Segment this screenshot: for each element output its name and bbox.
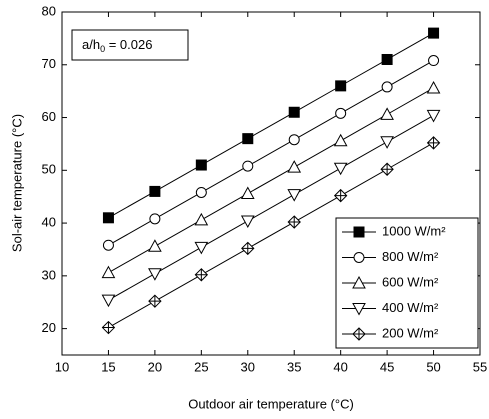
x-tick-label: 55 (473, 359, 487, 374)
marker (426, 80, 441, 94)
marker (242, 160, 254, 172)
legend-marker (352, 303, 366, 316)
legend-marker (353, 226, 365, 238)
y-tick-label: 50 (42, 162, 56, 177)
legend-label: 600 W/m² (382, 274, 439, 289)
marker (426, 109, 441, 123)
marker (102, 212, 114, 224)
y-tick-label: 60 (42, 109, 56, 124)
marker (194, 268, 209, 282)
x-tick-label: 15 (101, 359, 115, 374)
legend-label: 200 W/m² (382, 325, 439, 340)
series-line (108, 114, 434, 301)
x-tick-label: 50 (426, 359, 440, 374)
marker (194, 212, 209, 226)
y-tick-label: 40 (42, 215, 56, 230)
x-axis-label: Outdoor air temperature (°C) (188, 396, 354, 411)
marker (335, 107, 347, 119)
marker (101, 294, 116, 308)
legend-marker (353, 252, 365, 263)
marker (149, 185, 161, 197)
legend-marker (352, 327, 366, 341)
marker (287, 215, 301, 229)
plot-frame (61, 11, 481, 356)
marker (335, 80, 347, 92)
annotation: a/h0 = 0.026 (82, 37, 152, 54)
marker (380, 162, 394, 176)
y-tick-label: 20 (42, 320, 56, 335)
marker (380, 136, 394, 149)
marker (287, 189, 302, 202)
x-tick-label: 40 (333, 359, 347, 374)
marker (195, 186, 207, 198)
marker (428, 55, 440, 67)
marker (102, 239, 114, 251)
marker (426, 136, 441, 150)
series-line (108, 142, 434, 328)
marker (288, 134, 300, 146)
marker (149, 213, 161, 225)
marker (195, 159, 207, 171)
series-line (108, 32, 434, 219)
marker (381, 53, 393, 65)
y-tick-label: 80 (42, 3, 56, 18)
x-tick-label: 25 (194, 359, 208, 374)
x-tick-label: 30 (241, 359, 255, 374)
marker (148, 239, 162, 252)
marker (428, 27, 440, 39)
marker (380, 107, 394, 120)
marker (333, 188, 348, 203)
x-tick-label: 45 (380, 359, 394, 374)
marker (148, 268, 162, 281)
marker (381, 81, 393, 93)
series-line (108, 60, 434, 246)
x-tick-label: 10 (55, 359, 69, 374)
legend-label: 1000 W/m² (382, 223, 446, 238)
annotation-box (71, 29, 189, 61)
marker (333, 162, 348, 176)
y-tick-label: 30 (42, 267, 56, 282)
marker (148, 294, 162, 308)
legend-label: 400 W/m² (382, 300, 439, 315)
marker (288, 106, 300, 118)
y-tick-label: 70 (42, 56, 56, 71)
marker (194, 241, 209, 255)
marker (242, 133, 254, 145)
marker (240, 186, 255, 200)
marker (287, 160, 302, 173)
marker (241, 241, 255, 256)
marker (101, 320, 116, 335)
x-tick-label: 20 (148, 359, 162, 374)
x-tick-label: 35 (287, 359, 301, 374)
series-line (108, 87, 434, 274)
legend-label: 800 W/m² (382, 249, 439, 264)
marker (240, 215, 255, 229)
legend-marker (352, 275, 366, 289)
marker (333, 133, 348, 147)
y-axis-label: Sol-air temperature (°C) (9, 114, 24, 252)
marker (101, 265, 116, 279)
